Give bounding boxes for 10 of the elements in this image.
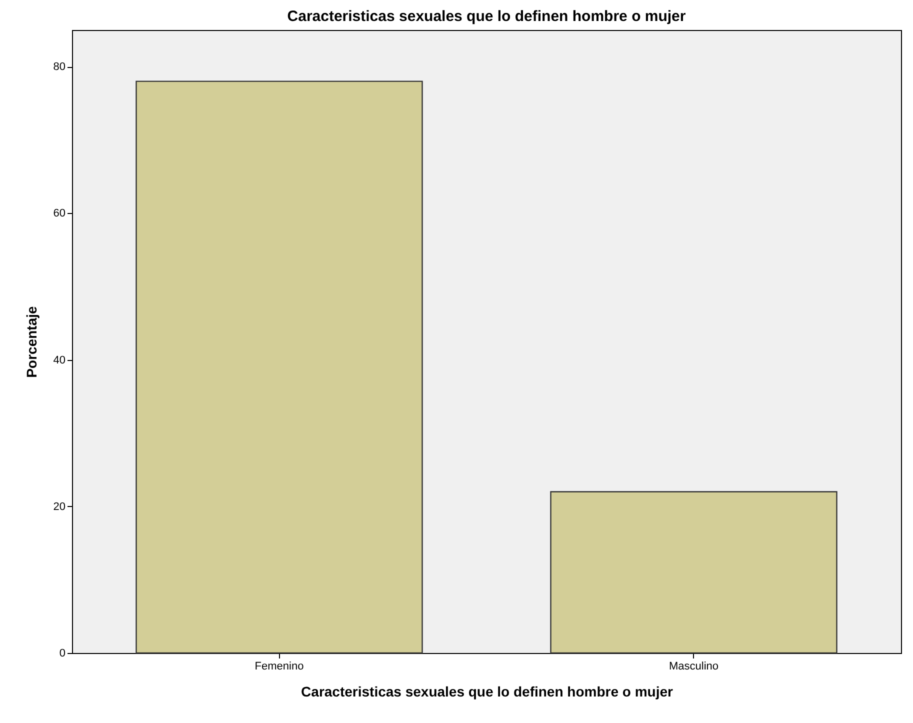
y-tick-label: 0 — [59, 648, 66, 660]
chart-title: Caracteristicas sexuales que lo definen hombre o mujer — [287, 8, 686, 25]
y-tick-label: 20 — [53, 500, 66, 513]
x-tick-label: Femenino — [254, 660, 304, 672]
x-tick-label: Masculino — [668, 660, 719, 672]
y-tick-label: 60 — [53, 208, 66, 220]
y-tick-label: 80 — [53, 61, 66, 74]
y-tick-label: 40 — [53, 354, 66, 366]
y-axis-title: Porcentaje — [23, 306, 40, 378]
x-axis-title: Caracteristicas sexuales que lo definen hombre o mujer — [301, 684, 674, 700]
